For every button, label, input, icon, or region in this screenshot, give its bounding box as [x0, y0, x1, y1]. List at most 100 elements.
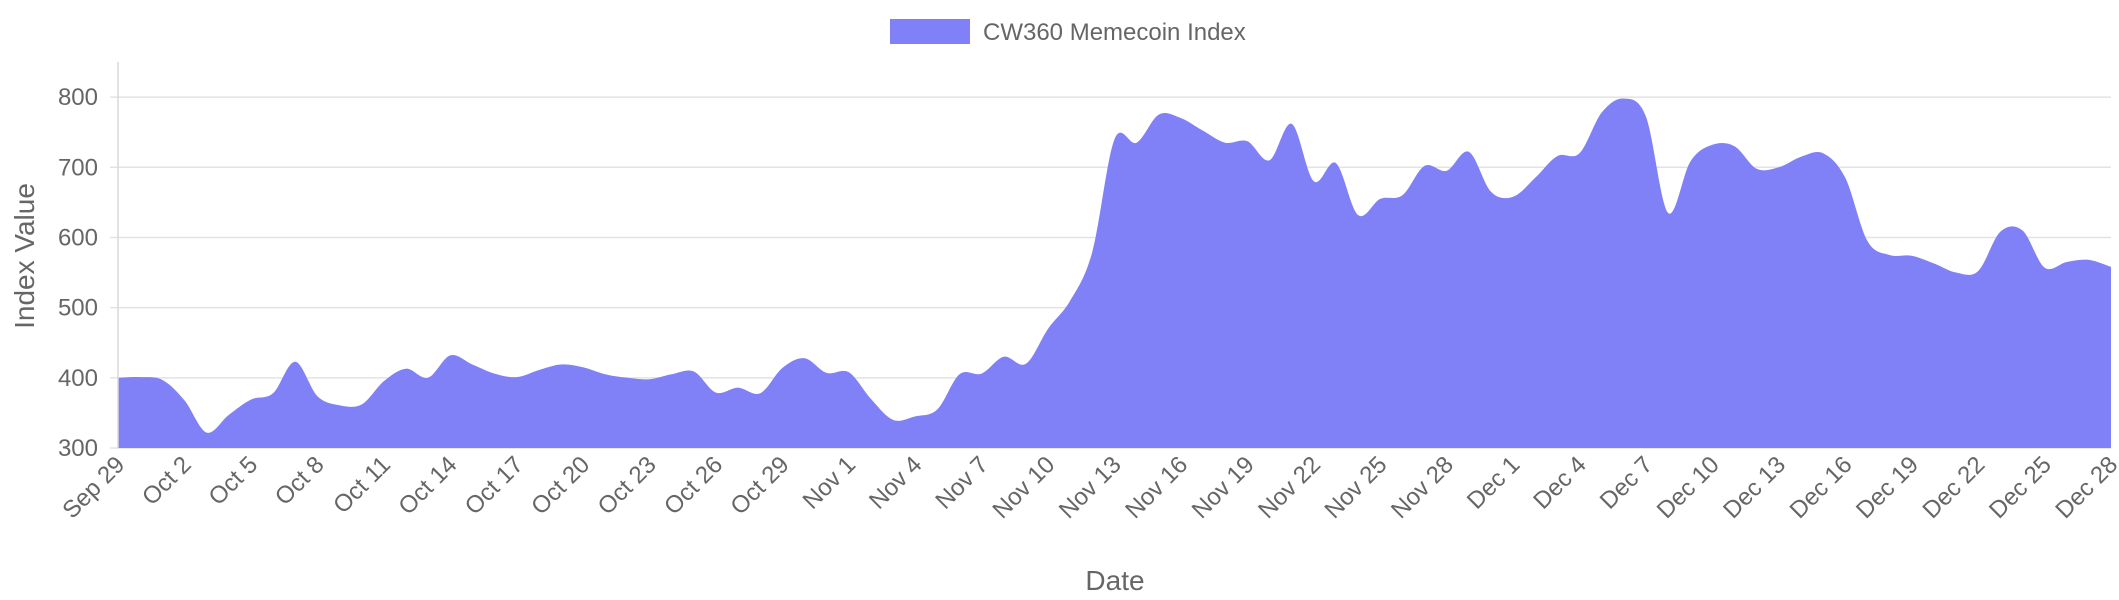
data-point[interactable] [381, 378, 387, 384]
data-point[interactable] [1643, 114, 1649, 120]
data-point[interactable] [137, 374, 143, 380]
data-point[interactable] [359, 402, 365, 408]
data-point[interactable] [1798, 154, 1804, 160]
x-tick-label: Nov 13 [1054, 451, 1127, 524]
data-point[interactable] [1422, 163, 1428, 169]
x-tick-label: Nov 19 [1187, 451, 1260, 524]
data-point[interactable] [757, 390, 763, 396]
data-point[interactable] [1842, 175, 1848, 181]
data-point[interactable] [624, 375, 630, 381]
x-tick-label: Oct 23 [593, 451, 662, 520]
data-point[interactable] [1267, 157, 1273, 163]
legend[interactable]: CW360 Memecoin Index [890, 19, 1246, 46]
data-point[interactable] [1931, 260, 1937, 266]
data-point[interactable] [1732, 143, 1738, 149]
data-point[interactable] [1089, 249, 1095, 255]
data-point[interactable] [1466, 149, 1472, 155]
data-point[interactable] [802, 355, 808, 361]
data-point[interactable] [248, 397, 254, 403]
data-point[interactable] [1975, 268, 1981, 274]
data-point[interactable] [1554, 153, 1560, 159]
data-point[interactable] [181, 397, 187, 403]
data-point[interactable] [1112, 136, 1118, 142]
data-point[interactable] [735, 385, 741, 391]
data-point[interactable] [469, 362, 475, 368]
data-point[interactable] [2042, 265, 2048, 271]
legend-label: CW360 Memecoin Index [983, 19, 1246, 46]
data-point[interactable] [514, 374, 520, 380]
data-point[interactable] [292, 359, 298, 365]
data-point[interactable] [934, 406, 940, 412]
data-point[interactable] [536, 367, 542, 373]
data-point[interactable] [1045, 326, 1051, 332]
data-point[interactable] [1444, 168, 1450, 174]
data-point[interactable] [226, 412, 232, 418]
data-point[interactable] [824, 370, 830, 376]
data-point[interactable] [1953, 270, 1959, 276]
data-point[interactable] [647, 376, 653, 382]
data-point[interactable] [558, 362, 564, 368]
data-point[interactable] [1244, 138, 1250, 144]
data-point[interactable] [713, 390, 719, 396]
x-tick-label: Dec 28 [2050, 451, 2119, 524]
data-point[interactable] [979, 371, 985, 377]
data-point[interactable] [492, 371, 498, 377]
data-point[interactable] [1023, 361, 1029, 367]
data-point[interactable] [1909, 253, 1915, 259]
data-point[interactable] [691, 369, 697, 375]
data-point[interactable] [1665, 210, 1671, 216]
x-tick-label: Oct 17 [460, 451, 529, 520]
data-point[interactable] [1709, 142, 1715, 148]
data-point[interactable] [779, 365, 785, 371]
data-point[interactable] [403, 366, 409, 372]
data-point[interactable] [1754, 166, 1760, 172]
data-point[interactable] [1001, 354, 1007, 360]
data-point[interactable] [602, 371, 608, 377]
data-point[interactable] [1820, 150, 1826, 156]
x-tick-label: Oct 5 [203, 451, 263, 511]
data-point[interactable] [447, 352, 453, 358]
data-point[interactable] [2086, 257, 2092, 263]
data-point[interactable] [1532, 175, 1538, 181]
data-point[interactable] [159, 377, 165, 383]
data-point[interactable] [1311, 178, 1317, 184]
data-point[interactable] [1864, 238, 1870, 244]
data-point[interactable] [1377, 196, 1383, 202]
data-point[interactable] [1488, 189, 1494, 195]
data-point[interactable] [868, 396, 874, 402]
data-point[interactable] [1156, 112, 1162, 118]
data-point[interactable] [912, 413, 918, 419]
data-point[interactable] [1222, 140, 1228, 146]
data-point[interactable] [1776, 164, 1782, 170]
data-point[interactable] [1687, 159, 1693, 165]
data-point[interactable] [1178, 115, 1184, 121]
data-point[interactable] [1200, 128, 1206, 134]
data-point[interactable] [1355, 212, 1361, 218]
data-point[interactable] [1997, 229, 2003, 235]
data-point[interactable] [314, 393, 320, 399]
data-point[interactable] [957, 371, 963, 377]
data-point[interactable] [1887, 252, 1893, 258]
data-point[interactable] [890, 417, 896, 423]
data-point[interactable] [270, 390, 276, 396]
data-point[interactable] [2108, 264, 2114, 270]
data-point[interactable] [580, 364, 586, 370]
data-point[interactable] [1134, 140, 1140, 146]
data-point[interactable] [204, 430, 210, 436]
data-point[interactable] [1289, 121, 1295, 127]
data-point[interactable] [846, 369, 852, 375]
data-point[interactable] [2019, 227, 2025, 233]
data-point[interactable] [1333, 160, 1339, 166]
data-point[interactable] [1510, 194, 1516, 200]
data-point[interactable] [425, 375, 431, 381]
data-point[interactable] [1621, 96, 1627, 102]
data-point[interactable] [669, 371, 675, 377]
data-point[interactable] [1067, 298, 1073, 304]
data-point[interactable] [336, 402, 342, 408]
data-point[interactable] [2064, 259, 2070, 265]
data-point[interactable] [1577, 150, 1583, 156]
data-point[interactable] [1599, 110, 1605, 116]
data-point[interactable] [1399, 192, 1405, 198]
